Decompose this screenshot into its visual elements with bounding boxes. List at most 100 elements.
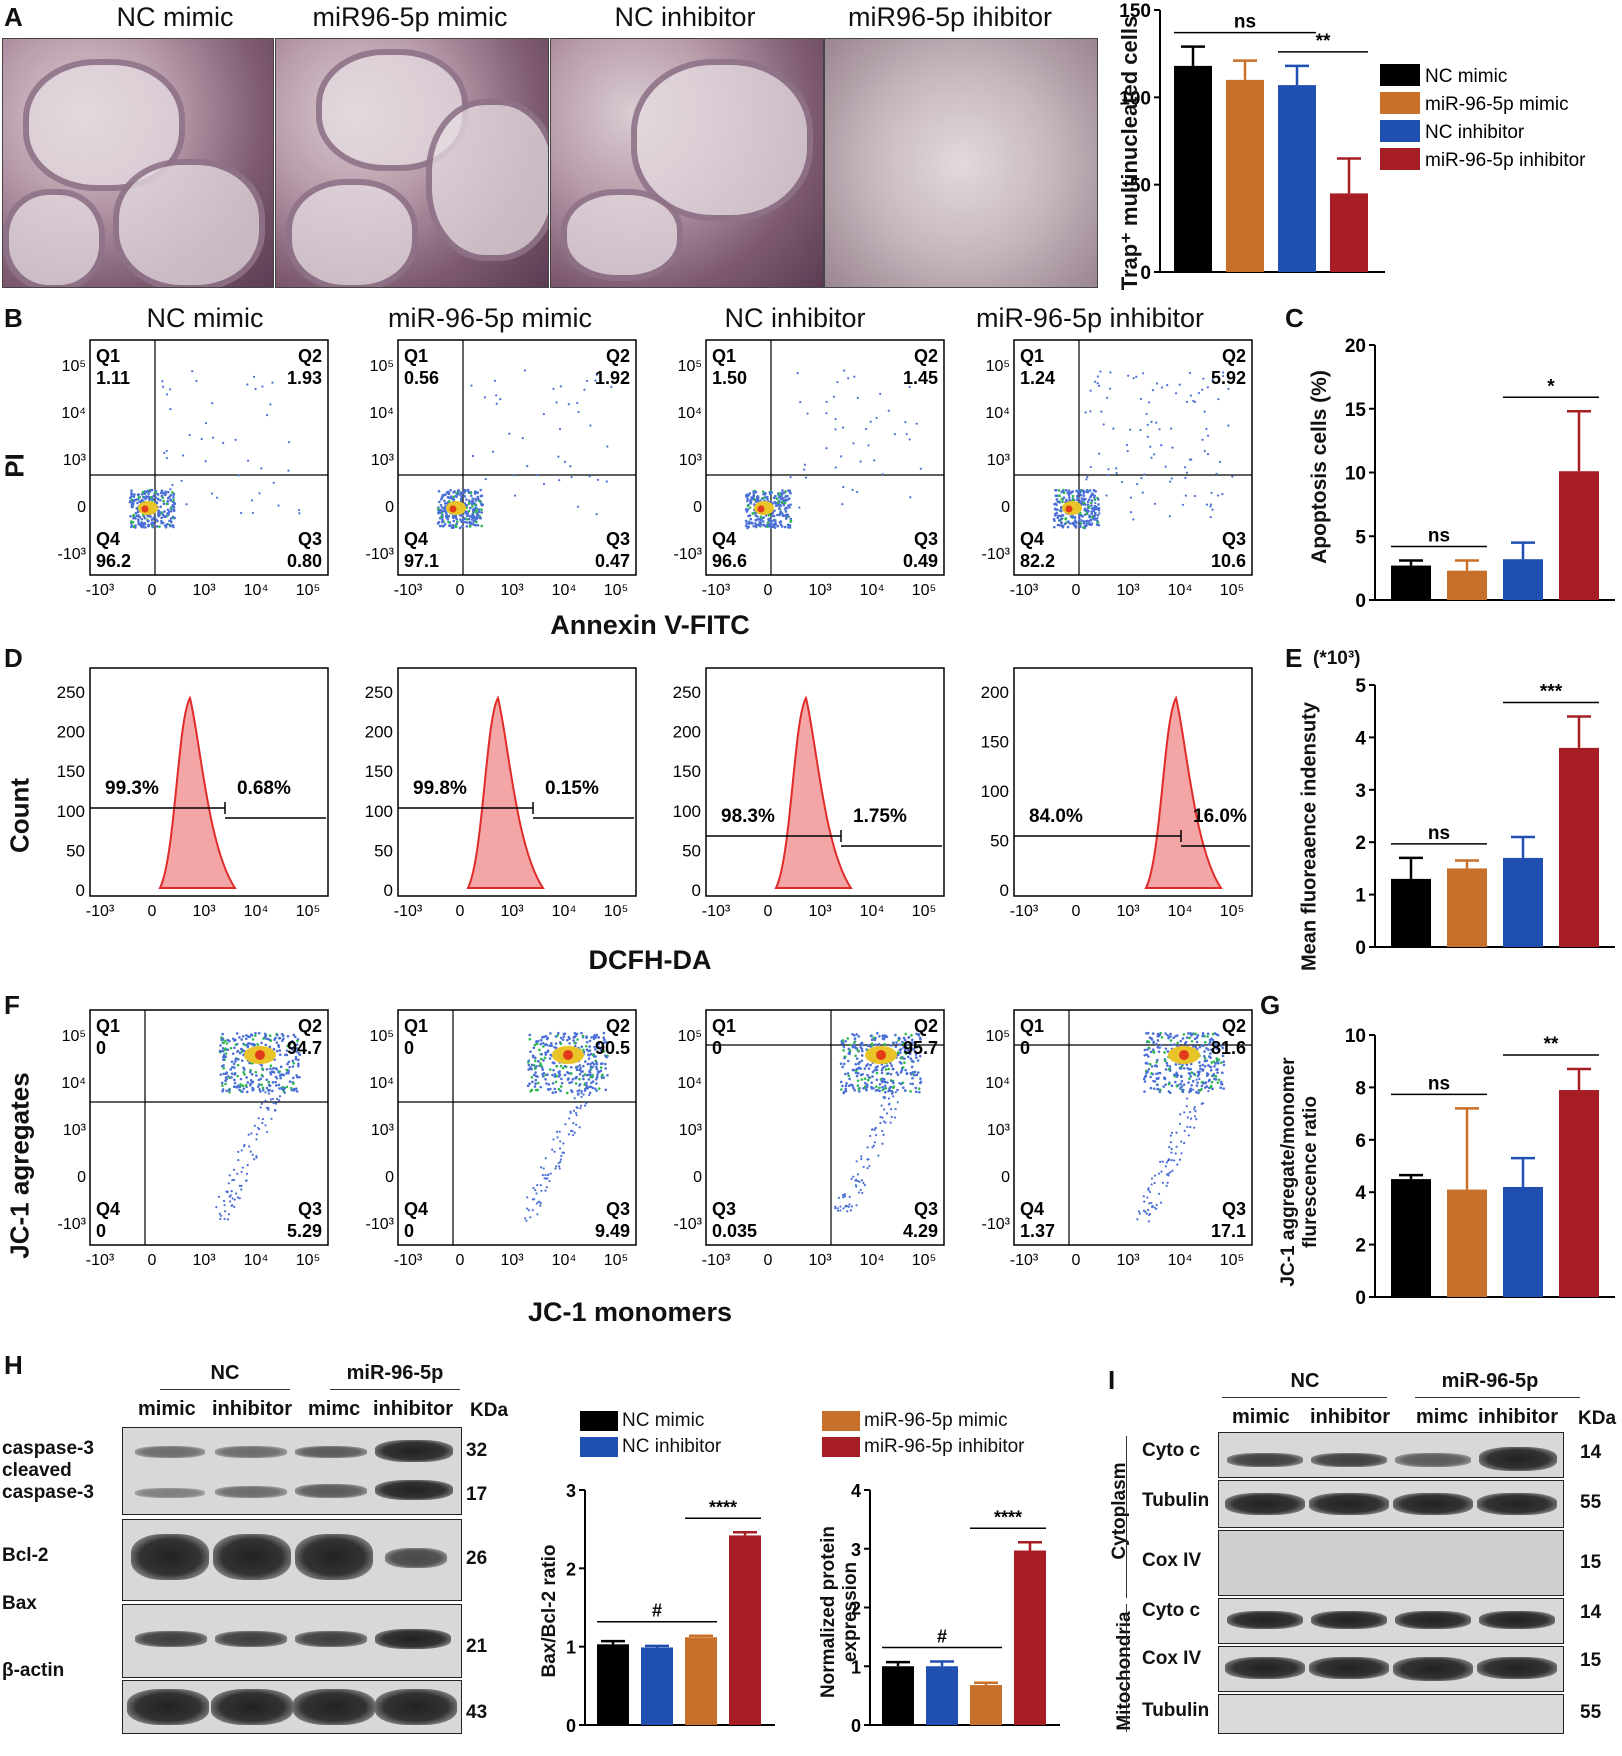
event-dot [250,1073,254,1076]
event-dot [865,1088,868,1091]
event-dot [297,1062,300,1066]
panel-letter-g: G [1260,990,1281,1020]
x-tick-label: 0 [1072,582,1081,599]
q3-value: 10.6 [1211,551,1246,571]
event-dot [443,499,446,503]
event-dot [252,375,256,378]
event-dot [884,1091,887,1094]
event-dot [1061,500,1064,504]
x-tick-label: -10³ [702,1252,731,1269]
event-dot [554,1080,558,1084]
event-dot [1156,1087,1159,1091]
event-dot [558,1147,562,1150]
event-dot [854,1071,858,1075]
event-dot [836,1207,839,1210]
event-dot [1160,444,1163,447]
bar-nc-mimic [1391,565,1431,600]
event-dot [560,1081,564,1085]
i-blot-tubulin-mito [1218,1694,1564,1734]
event-dot [1193,494,1197,498]
event-dot [752,503,756,506]
event-dot [469,494,473,498]
event-dot [777,492,781,495]
event-dot [589,1065,593,1069]
event-dot [222,1072,226,1076]
event-dot [264,1099,267,1102]
q2-value: 90.5 [595,1038,630,1058]
event-dot [1149,1050,1153,1054]
event-dot [1094,511,1097,515]
event-dot [537,1059,540,1063]
density-peak [1179,1050,1189,1060]
event-dot [1150,1072,1153,1075]
event-dot [224,1047,227,1050]
event-dot [1083,509,1086,512]
event-dot [296,1047,299,1050]
event-dot [787,497,791,501]
event-dot [898,1060,902,1064]
event-dot [281,1073,285,1077]
event-dot [855,1204,858,1207]
bar-mir-96-5p-inhibitor [1014,1550,1046,1725]
event-dot [185,503,188,506]
event-dot [889,1121,892,1124]
x-tick-label: 0 [764,903,773,920]
histogram-curve [774,695,853,889]
event-dot [547,1083,551,1086]
event-dot [271,1097,275,1101]
event-dot [1184,476,1187,479]
event-dot [1169,1043,1173,1047]
event-dot [249,1070,252,1074]
event-dot [265,1078,269,1082]
event-dot [546,1036,550,1040]
event-dot [754,524,758,527]
event-dot [1216,1081,1220,1084]
event-dot [783,508,786,511]
event-dot [590,1036,593,1039]
event-dot [272,481,275,484]
event-dot [1109,371,1112,374]
event-dot [234,1060,237,1063]
event-dot [277,1083,281,1087]
event-dot [1146,423,1149,426]
event-dot [909,1072,912,1075]
event-dot [477,508,481,511]
event-dot [879,1121,882,1125]
i-section-mitochondria-line [1126,1604,1127,1732]
y-tick-label: 250 [365,683,393,702]
event-dot [533,1059,537,1063]
event-dot [229,1046,233,1050]
y-tick-label: 0 [693,1169,702,1186]
event-dot [275,1049,279,1053]
event-dot [919,1038,922,1041]
event-dot [580,1045,584,1048]
event-dot [521,437,524,440]
event-dot [234,1057,238,1061]
event-dot [169,509,173,513]
event-dot [1057,489,1061,492]
event-dot [1208,1038,1212,1042]
event-dot [848,1195,851,1198]
y-tick-label: 8 [1355,1078,1366,1099]
event-dot [856,1079,860,1082]
event-dot [166,490,170,494]
event-dot [1195,1078,1198,1081]
event-dot [236,1084,240,1088]
event-dot [589,1052,593,1056]
event-dot [1201,438,1204,441]
event-dot [595,1067,599,1071]
event-dot [1056,523,1060,527]
event-dot [152,521,155,525]
event-dot [1193,400,1197,404]
event-dot [1180,1152,1183,1155]
event-dot [204,421,208,425]
event-dot [902,1036,906,1040]
q4-name: Q4 [96,1199,120,1219]
event-dot [265,1106,269,1110]
fc-b-title-1: NC mimic [146,303,264,333]
x-tick-label: -10³ [86,903,115,920]
event-dot [1214,1043,1217,1047]
event-dot [883,1108,886,1111]
event-dot [1170,1131,1174,1134]
